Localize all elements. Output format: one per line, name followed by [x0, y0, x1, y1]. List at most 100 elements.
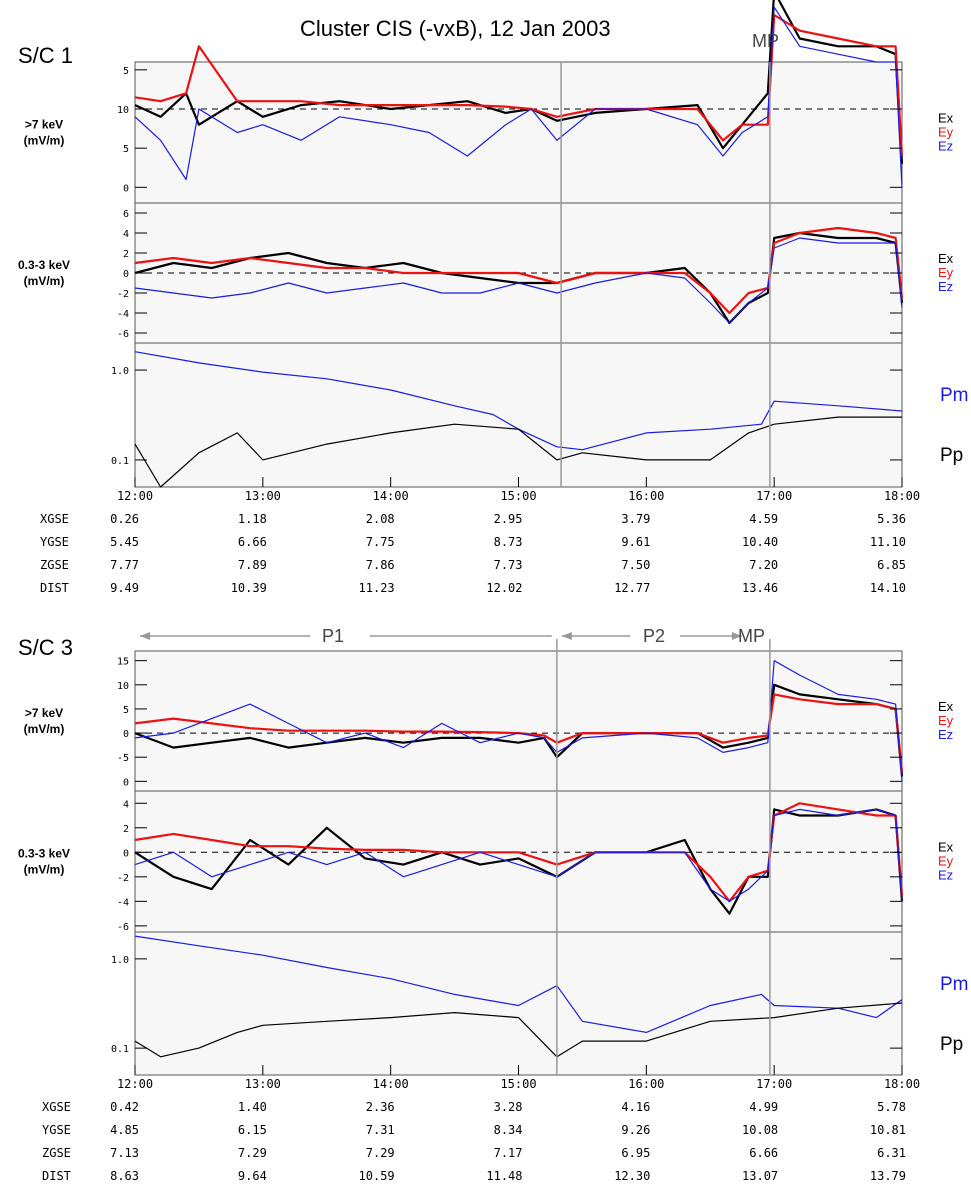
ephemeris-value: 1.18	[238, 512, 267, 526]
series-ez	[134, 808, 903, 902]
ephemeris-value: 7.13	[110, 1146, 139, 1160]
x-tick-label: 14:00	[373, 489, 409, 503]
y-tick-label: 0	[123, 269, 129, 280]
axes-layer	[134, 62, 903, 1075]
legend-ey: Ey	[938, 854, 954, 869]
ephemeris-value: 7.50	[621, 558, 650, 572]
spacecraft-label: S/C 1	[18, 43, 73, 68]
ephemeris-value: 10.08	[742, 1123, 778, 1137]
y-tick-label: -6	[117, 329, 129, 340]
p2-arrowhead-right	[731, 632, 742, 640]
legend-pp: Pp	[940, 1034, 963, 1055]
x-tick-label: 16:00	[628, 489, 664, 503]
y-tick-label: 1.0	[111, 955, 129, 966]
ephemeris-value: 6.85	[877, 558, 906, 572]
panel-frames	[134, 61, 903, 1076]
y-tick-label: 6	[123, 209, 129, 220]
legend-ey: Ey	[938, 125, 954, 140]
panel-frame	[134, 61, 903, 204]
legend-ez: Ez	[938, 868, 953, 883]
x-tick-label: 16:00	[628, 1077, 664, 1091]
series-ez	[134, 237, 903, 324]
legend-ez: Ez	[938, 279, 953, 294]
ephemeris-label: DIST	[40, 581, 69, 595]
p2-arrowhead-left	[561, 632, 572, 640]
ephemeris-label: ZGSE	[40, 558, 69, 572]
ephemeris-label: XGSE	[42, 1100, 71, 1114]
ephemeris-value: 7.20	[749, 558, 778, 572]
legend-ex: Ex	[938, 699, 954, 714]
ephemeris-value: 7.77	[110, 558, 139, 572]
x-tick-label: 14:00	[373, 1077, 409, 1091]
x-tick-label: 18:00	[884, 489, 920, 503]
ephemeris-value: 2.36	[366, 1100, 395, 1114]
chart-title: Cluster CIS (-vxB), 12 Jan 2003	[300, 16, 611, 41]
series-ex	[134, 0, 904, 164]
spacecraft-label: S/C 3	[18, 635, 73, 660]
ephemeris-value: 7.31	[366, 1123, 395, 1137]
ephemeris-value: 12.30	[614, 1169, 650, 1183]
ephemeris-value: 10.81	[870, 1123, 906, 1137]
x-tick-label: 15:00	[500, 1077, 536, 1091]
panel-frame	[134, 342, 903, 488]
y-tick-label: 4	[123, 229, 129, 240]
mp-label: MP	[752, 31, 779, 51]
ephemeris-value: 8.73	[494, 535, 523, 549]
ephemeris-value: 4.59	[749, 512, 778, 526]
y-tick-label: -6	[117, 922, 129, 933]
x-tick-label: 12:00	[117, 489, 153, 503]
ephemeris-value: 13.46	[742, 581, 778, 595]
y-tick-label: 0.1	[111, 456, 129, 467]
y-axis-unit: (mV/m)	[24, 274, 65, 288]
ephemeris-value: 9.26	[621, 1123, 650, 1137]
ephemeris-value: 4.16	[621, 1100, 650, 1114]
ephemeris-label: YGSE	[42, 1123, 71, 1137]
ephemeris-value: 2.95	[494, 512, 523, 526]
y-axis-label: >7 keV	[25, 706, 63, 720]
y-tick-label: -2	[117, 873, 129, 884]
ephemeris-value: 5.78	[877, 1100, 906, 1114]
ephemeris-value: 13.07	[742, 1169, 778, 1183]
mp-label: MP	[738, 626, 765, 646]
ephemeris-label: YGSE	[40, 535, 69, 549]
y-tick-label: -2	[117, 289, 129, 300]
legend-ey: Ey	[938, 713, 954, 728]
ephemeris-value: 7.29	[366, 1146, 395, 1160]
ephemeris-value: 3.28	[494, 1100, 523, 1114]
panel-frame	[134, 931, 903, 1076]
y-tick-label: 2	[123, 249, 129, 260]
x-tick-label: 17:00	[756, 1077, 792, 1091]
ephemeris-label: XGSE	[40, 512, 69, 526]
ephemeris-value: 7.86	[366, 558, 395, 572]
y-tick-label: -4	[117, 309, 129, 320]
y-tick-label: 10	[117, 105, 129, 116]
ephemeris-value: 8.34	[494, 1123, 523, 1137]
ephemeris-value: 7.29	[238, 1146, 267, 1160]
legend-ex: Ex	[938, 840, 954, 855]
ephemeris-value: 6.66	[238, 535, 267, 549]
legend-pm: Pm	[940, 974, 969, 995]
y-tick-label: 5	[123, 705, 129, 716]
ephemeris-value: 0.26	[110, 512, 139, 526]
ephemeris-value: 10.39	[231, 581, 267, 595]
legend-ex: Ex	[938, 251, 954, 266]
ephemeris-value: 6.66	[749, 1146, 778, 1160]
ephemeris-value: 8.63	[110, 1169, 139, 1183]
y-axis-label: >7 keV	[25, 118, 63, 132]
series-pm	[134, 351, 903, 451]
y-tick-label: 1.0	[111, 366, 129, 377]
series-ey	[134, 226, 904, 315]
y-axis-label: 0.3-3 keV	[18, 847, 70, 861]
ephemeris-value: 11.48	[486, 1169, 522, 1183]
y-axis-unit: (mV/m)	[24, 134, 65, 148]
legend-pm: Pm	[940, 385, 969, 406]
ephemeris-value: 5.36	[877, 512, 906, 526]
y-tick-label: 0	[123, 777, 129, 788]
y-tick-label: -5	[117, 753, 129, 764]
y-tick-label: 15	[117, 657, 129, 668]
x-tick-label: 17:00	[756, 489, 792, 503]
p1-arrowhead	[140, 632, 150, 640]
ephemeris-value: 11.10	[870, 535, 906, 549]
y-tick-label: 0.1	[111, 1044, 129, 1055]
